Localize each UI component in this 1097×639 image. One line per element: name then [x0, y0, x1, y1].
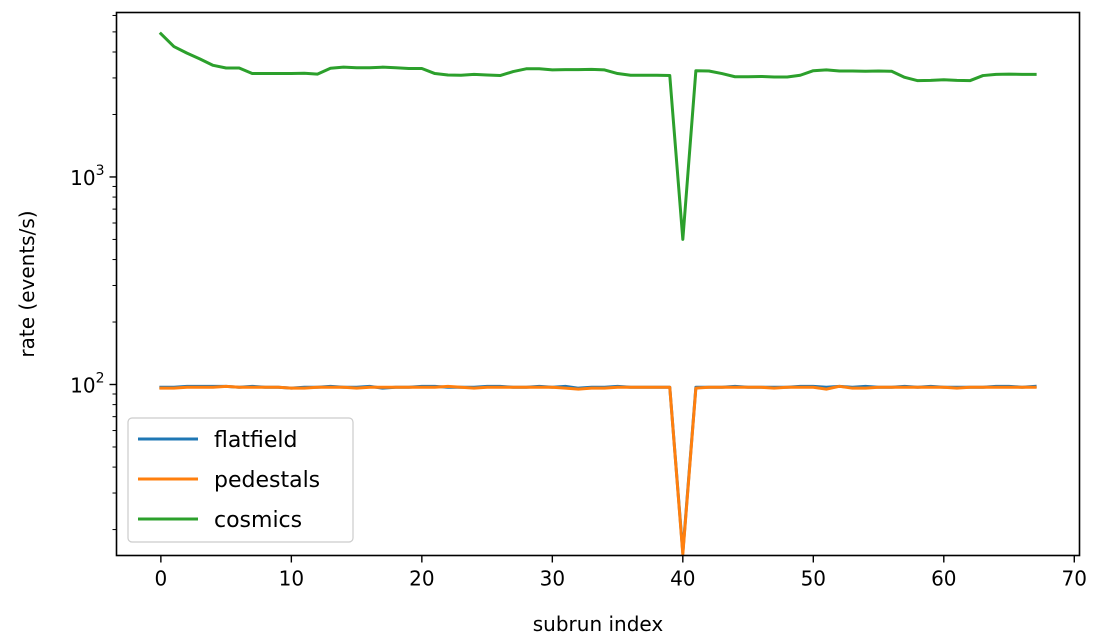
y-axis-ticks: 102 103	[70, 14, 117, 531]
series-layer	[158, 31, 1037, 556]
x-tick-label: 40	[670, 567, 695, 591]
x-tick-label: 20	[409, 567, 434, 591]
x-tick-label: 30	[540, 567, 565, 591]
x-axis-label: subrun index	[533, 612, 664, 636]
x-tick-label: 0	[154, 567, 167, 591]
legend-label-pedestals: pedestals	[214, 468, 320, 493]
x-tick-label: 50	[801, 567, 826, 591]
y-axis-label: rate (events/s)	[15, 210, 39, 357]
y-tick-label: 102	[70, 371, 104, 398]
legend: flatfield pedestals cosmics	[127, 417, 354, 543]
plot-frame	[115, 11, 1081, 557]
series-line-pedestals	[159, 384, 1037, 556]
legend-label-flatfield: flatfield	[214, 428, 297, 453]
legend-box	[127, 417, 354, 543]
series-line-cosmics	[158, 31, 1037, 241]
x-tick-label: 10	[279, 567, 304, 591]
x-tick-label: 60	[931, 567, 956, 591]
x-axis-ticks: 0 10 20 30 40 50 60 70	[154, 555, 1087, 591]
y-tick-label: 103	[70, 163, 104, 190]
legend-label-cosmics: cosmics	[214, 508, 302, 533]
x-tick-label: 70	[1062, 567, 1087, 591]
